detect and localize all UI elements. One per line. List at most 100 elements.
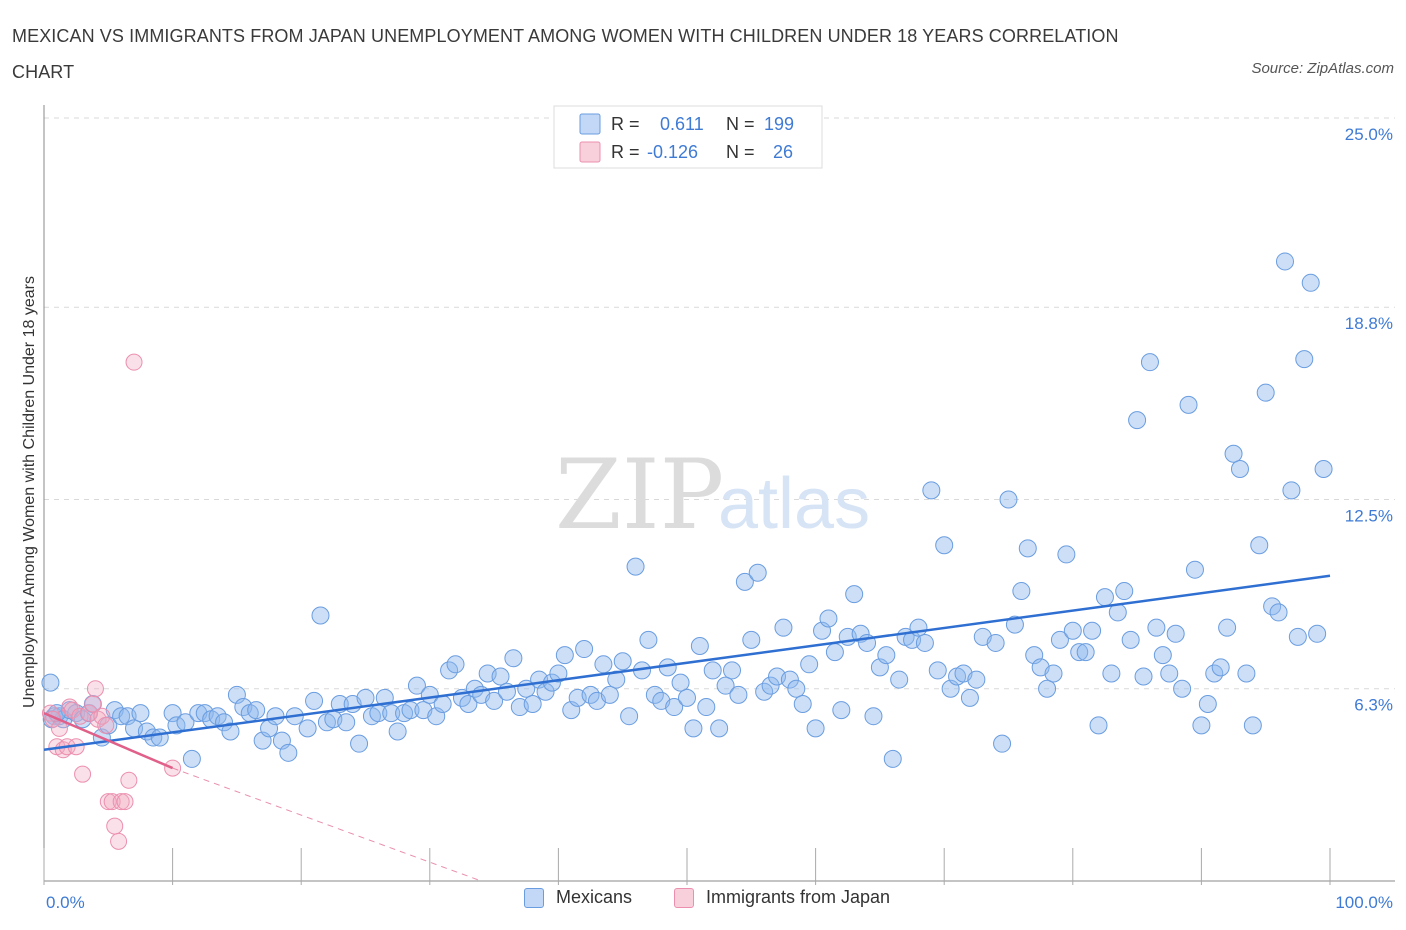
point-mexicans-156 [1057, 545, 1076, 564]
point-mexicans-71 [504, 649, 523, 668]
point-mexicans-178 [1198, 694, 1217, 713]
point-mexicans-89 [620, 707, 639, 726]
point-mexicans-154 [1044, 664, 1063, 683]
legend-item-japan: Immigrants from Japan [674, 887, 890, 908]
bottom-legend: Mexicans Immigrants from Japan [0, 887, 1406, 917]
trend-line-japan [43, 711, 174, 770]
point-mexicans-127 [864, 707, 883, 726]
point-mexicans-118 [806, 719, 825, 738]
point-mexicans-19 [163, 704, 182, 723]
point-mexicans-115 [787, 679, 806, 698]
point-mexicans-111 [761, 676, 780, 695]
y-tick-label-0: 6.3% [1354, 696, 1393, 715]
point-mexicans-160 [1083, 621, 1102, 640]
point-mexicans-194 [1301, 273, 1320, 292]
point-mexicans-134 [909, 618, 928, 637]
point-mexicans-180 [1211, 658, 1230, 677]
point-mexicans-107 [735, 572, 754, 591]
point-mexicans-48 [356, 688, 375, 707]
svg-text:0.611: 0.611 [660, 114, 704, 134]
point-mexicans-108 [742, 630, 761, 649]
point-mexicans-147 [999, 490, 1018, 509]
point-mexicans-56 [407, 676, 426, 695]
point-mexicans-76 [536, 682, 555, 701]
point-mexicans-166 [1121, 630, 1140, 649]
x-tick-label-1: 100.0% [1335, 893, 1393, 912]
point-mexicans-177 [1192, 716, 1211, 735]
point-mexicans-174 [1173, 679, 1192, 698]
point-mexicans-82 [575, 640, 594, 659]
point-japan-15 [93, 707, 111, 725]
y-tick-label-3: 25.0% [1345, 125, 1393, 144]
watermark: ZIP atlas [555, 439, 870, 551]
legend-item-mexicans: Mexicans [524, 887, 632, 908]
point-mexicans-78 [549, 664, 568, 683]
svg-text:N =: N = [726, 114, 755, 134]
point-mexicans-131 [890, 670, 909, 689]
point-mexicans-15 [131, 704, 150, 723]
point-japan-16 [97, 716, 115, 734]
svg-text:R =: R = [611, 142, 640, 162]
point-mexicans-155 [1050, 630, 1069, 649]
trend-lines [43, 574, 1331, 882]
point-mexicans-116 [793, 694, 812, 713]
point-mexicans-62 [446, 655, 465, 674]
point-mexicans-163 [1102, 664, 1121, 683]
trend-line-mexicans [43, 574, 1331, 752]
point-mexicans-41 [311, 606, 330, 625]
point-mexicans-64 [459, 694, 478, 713]
point-mexicans-165 [1115, 582, 1134, 601]
point-japan-9 [71, 707, 89, 725]
point-mexicans-159 [1076, 643, 1095, 662]
point-mexicans-129 [877, 646, 896, 665]
point-mexicans-96 [665, 698, 684, 717]
point-mexicans-171 [1153, 646, 1172, 665]
point-mexicans-103 [710, 719, 729, 738]
point-mexicans-79 [555, 646, 574, 665]
point-mexicans-191 [1282, 481, 1301, 500]
point-mexicans-187 [1256, 383, 1275, 402]
point-japan-10 [74, 765, 92, 783]
point-mexicans-185 [1243, 716, 1262, 735]
point-japan-19 [106, 817, 124, 835]
point-mexicans-100 [690, 636, 709, 655]
point-mexicans-88 [613, 652, 632, 671]
point-mexicans-39 [298, 719, 317, 738]
chart-title: MEXICAN VS IMMIGRANTS FROM JAPAN UNEMPLO… [12, 26, 1119, 82]
point-japan-18 [103, 793, 121, 811]
point-japan-11 [80, 704, 98, 722]
point-mexicans-104 [716, 676, 735, 695]
point-mexicans-136 [922, 481, 941, 500]
point-mexicans-35 [266, 707, 285, 726]
point-mexicans-85 [594, 655, 613, 674]
point-mexicans-105 [723, 661, 742, 680]
series-immigrants-from-japan [41, 353, 182, 850]
point-japan-21 [112, 793, 130, 811]
point-mexicans-0 [41, 673, 60, 692]
point-mexicans-173 [1166, 624, 1185, 643]
point-mexicans-114 [780, 670, 799, 689]
point-mexicans-196 [1314, 459, 1333, 478]
point-mexicans-45 [337, 713, 356, 732]
point-mexicans-193 [1295, 350, 1314, 369]
point-mexicans-143 [967, 670, 986, 689]
legend-label-japan: Immigrants from Japan [706, 887, 891, 907]
point-mexicans-183 [1230, 459, 1249, 478]
legend-swatch-japan [579, 141, 601, 163]
legend-swatch-japan [674, 887, 694, 908]
point-mexicans-60 [433, 694, 452, 713]
watermark-zip: ZIP [555, 439, 724, 551]
point-mexicans-146 [993, 734, 1012, 753]
point-mexicans-192 [1288, 627, 1307, 646]
svg-text:199: 199 [764, 114, 794, 134]
point-mexicans-53 [388, 722, 407, 741]
legend-swatch-mexicans [524, 887, 544, 908]
point-mexicans-101 [697, 698, 716, 717]
point-mexicans-175 [1179, 395, 1198, 414]
point-mexicans-121 [825, 643, 844, 662]
point-mexicans-12 [112, 707, 131, 726]
point-mexicans-184 [1237, 664, 1256, 683]
point-japan-13 [86, 680, 104, 698]
point-mexicans-86 [600, 685, 619, 704]
point-japan-23 [120, 771, 138, 789]
